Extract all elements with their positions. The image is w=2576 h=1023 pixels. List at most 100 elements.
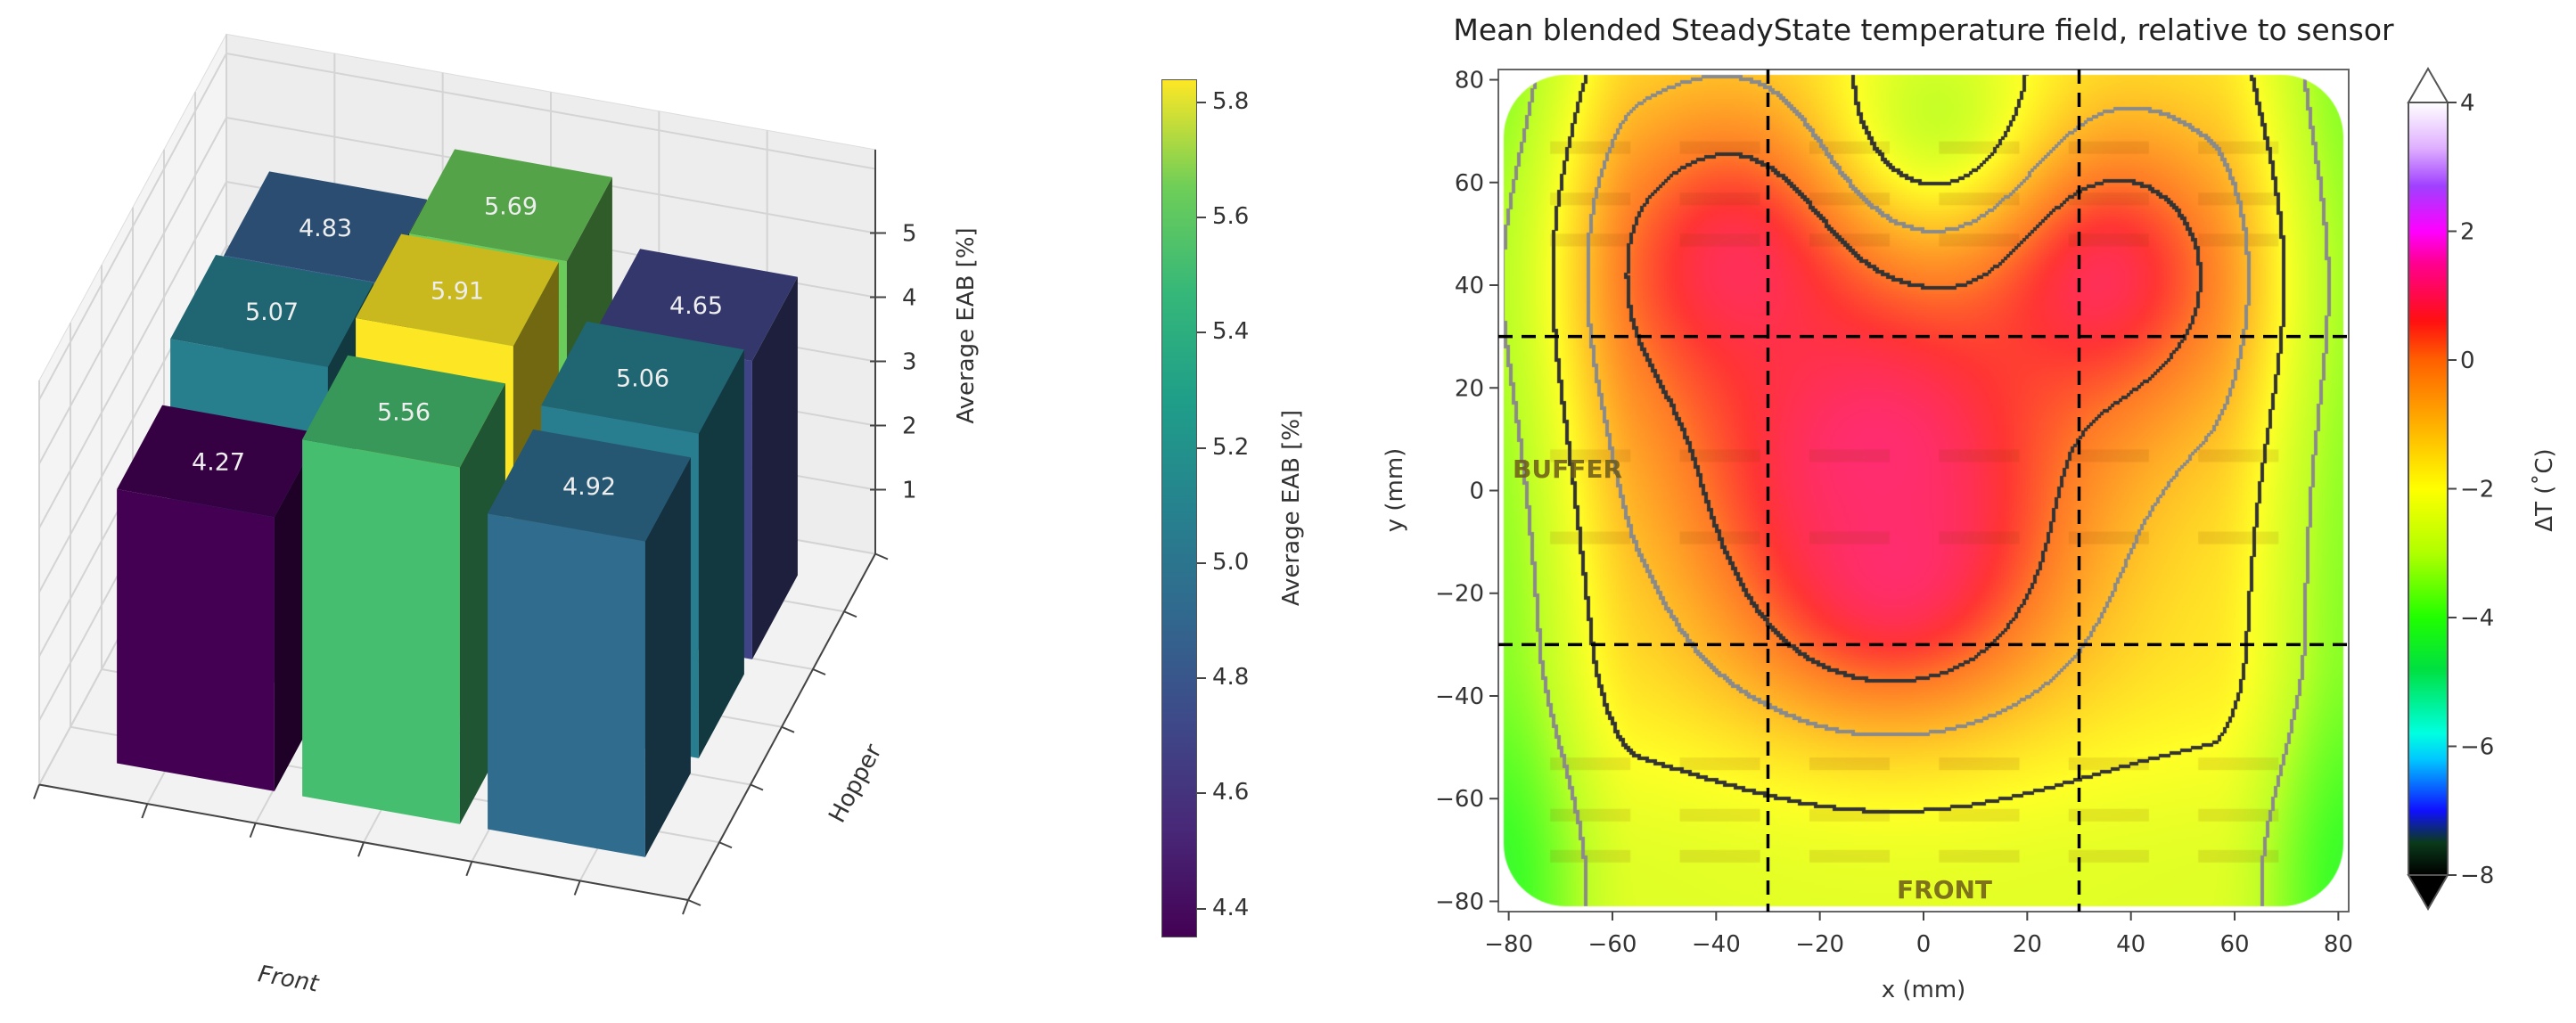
y-tick-label: −40 [1435, 683, 1484, 710]
eab-colorbar [1161, 79, 1197, 937]
bar-value-label: 4.27 [192, 449, 245, 477]
bar-top-face [541, 321, 744, 434]
x-tick-label: 20 [2013, 931, 2042, 958]
bar-top-face [409, 149, 612, 262]
x-tick-label: −80 [1484, 931, 1533, 958]
bar: 4.92 [488, 429, 691, 857]
eab-colorbar-tick-label: 4.6 [1212, 779, 1250, 806]
dt-colorbar-tick-label: −4 [2460, 605, 2494, 632]
bar-value-label: 4.92 [562, 473, 616, 501]
eab-colorbar-tick [1197, 677, 1206, 680]
bar-value-label: 4.65 [669, 292, 723, 320]
eab-colorbar-tick-label: 5.2 [1212, 433, 1250, 461]
x-tick-label: 80 [2324, 931, 2353, 958]
dt-colorbar-tick-label: 0 [2460, 348, 2475, 374]
hopper-axis-tick [718, 841, 733, 849]
x-tick-label: −60 [1588, 931, 1637, 958]
dt-colorbar-tick-label: 2 [2460, 219, 2475, 246]
front-axis-tick [465, 861, 473, 877]
bar-value-label: 4.83 [299, 215, 352, 242]
bar-value-label: 5.07 [245, 299, 299, 326]
eab-colorbar-tick-label: 4.8 [1212, 664, 1250, 692]
z-axis-label: Average EAB [%] [953, 227, 980, 423]
bar-top-face [356, 233, 559, 347]
bar-value-label: 5.56 [377, 399, 431, 427]
eab-colorbar-tick [1197, 792, 1206, 795]
bar-side-face [698, 349, 744, 758]
front-axis-tick [573, 880, 581, 896]
y-tick-label: −80 [1435, 888, 1484, 915]
eab-colorbar-tick-label: 5.0 [1212, 548, 1250, 576]
y-tick-label: 80 [1455, 68, 1484, 94]
x-tick-label: 0 [1916, 931, 1932, 958]
bar-front-face [488, 513, 645, 857]
annotation-buffer: BUFFER [1513, 454, 1623, 484]
bar-top-face [170, 255, 373, 367]
dt-colorbar-tick-label: −8 [2460, 863, 2494, 889]
eab-colorbar-tick [1197, 561, 1206, 564]
x-tick-label: 60 [2219, 931, 2249, 958]
dt-colorbar-label: ΔT (˚C) [2531, 448, 2558, 532]
z-tick-label: 1 [902, 478, 917, 504]
eab-colorbar-tick [1197, 331, 1206, 334]
z-tick-label: 4 [902, 285, 917, 312]
eab-colorbar-tick [1197, 446, 1206, 449]
eab-colorbar-tick-label: 4.4 [1212, 894, 1250, 921]
hopper-axis-tick [781, 725, 795, 733]
bar-top-face [488, 429, 691, 542]
hopper-axis-tick [843, 610, 857, 618]
y-tick-label: 60 [1455, 170, 1484, 197]
y-tick-label: 20 [1455, 375, 1484, 402]
dt-colorbar-tick-label: −6 [2460, 734, 2494, 761]
bar-top-face [224, 171, 427, 284]
front-axis-tick [357, 841, 365, 857]
eab-colorbar-tick-label: 5.6 [1212, 203, 1250, 231]
bar-value-label: 5.69 [484, 192, 537, 220]
z-tick-label: 5 [902, 221, 917, 248]
wall-gridline [38, 181, 227, 528]
hopper-axis-tick [687, 899, 701, 906]
bar-front-face [302, 439, 460, 824]
bar-value-label: 5.91 [431, 277, 484, 305]
eab-colorbar-tick-label: 5.4 [1212, 318, 1250, 346]
y-tick-label: 0 [1469, 479, 1484, 505]
heatmap-xlabel: x (mm) [1881, 977, 1966, 1003]
heatmap-title: Mean blended SteadyState temperature fie… [1453, 12, 2394, 47]
x-tick-label: 40 [2116, 931, 2145, 958]
dt-colorbar-tick-label: 4 [2460, 90, 2475, 117]
bar: 4.27 [117, 405, 320, 791]
bar-front-face [117, 489, 275, 791]
hopper-axis-tick [874, 552, 889, 561]
bar-side-face [751, 276, 798, 659]
heatmap-ylabel: y (mm) [1382, 447, 1408, 533]
eab-colorbar-tick [1197, 101, 1206, 103]
bar-top-face [302, 355, 505, 468]
eab-colorbar-tick [1197, 217, 1206, 219]
bar-top-face [117, 405, 320, 518]
wall-gridline [38, 117, 227, 464]
front-axis-tick [33, 784, 40, 799]
wall-gridline [38, 53, 227, 400]
front-axis-tick [682, 899, 689, 915]
bar-side-face [644, 457, 691, 857]
y-tick-label: 40 [1455, 273, 1484, 299]
dt-colorbar [2408, 102, 2448, 875]
dt-colorbar-tick-label: −2 [2460, 477, 2494, 503]
heatmap-field [1498, 70, 2349, 912]
front-axis-tick [141, 803, 149, 819]
z-tick-label: 2 [902, 413, 917, 440]
annotation-front: FRONT [1897, 875, 1993, 904]
z-tick-label: 3 [902, 349, 917, 376]
eab-colorbar-tick [1197, 907, 1206, 910]
hopper-axis-tick [750, 783, 764, 791]
eab-colorbar-tick-label: 5.8 [1212, 87, 1250, 115]
hopper-axis-tick [812, 668, 826, 675]
wall-gridline [226, 53, 876, 170]
colorbar-extend-max-arrow [2407, 67, 2449, 103]
colorbar-extend-min-arrow [2407, 874, 2449, 911]
y-tick-label: −20 [1435, 581, 1484, 608]
front-axis-tick [249, 822, 257, 839]
heatmap-frame [1497, 69, 2350, 913]
